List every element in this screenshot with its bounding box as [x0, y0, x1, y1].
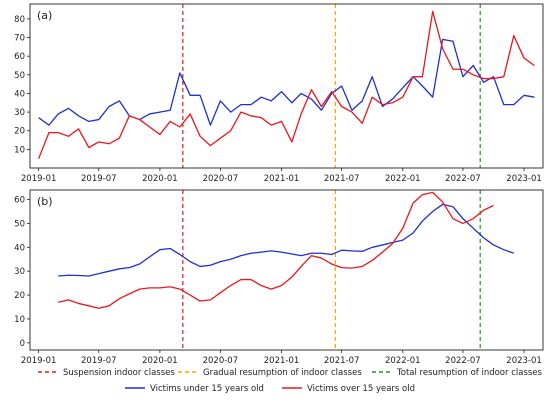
- panel-a-x-tick-label: 2020-01: [142, 174, 178, 184]
- panel-b-x-tick-label: 2021-07: [324, 356, 360, 366]
- panel-b-x-tick-label: 2022-01: [385, 356, 421, 366]
- panel-b-plot-area: [30, 190, 543, 350]
- panel-b-x-tick-label: 2020-01: [142, 356, 178, 366]
- legend-under-15-label: Victims under 15 years old: [150, 384, 264, 394]
- panel-a-y-tick-label: 40: [14, 89, 25, 99]
- panel-a-x-tick-label: 2021-07: [324, 174, 360, 184]
- panel-a-x-tick-label: 2019-01: [21, 174, 57, 184]
- panel-a-frame: [29, 3, 544, 169]
- panel-a-x-tick-label: 2022-07: [445, 174, 481, 184]
- panel-b-y-tick-label: 30: [14, 267, 25, 277]
- panel-a-y-tick-label: 80: [14, 15, 25, 25]
- panel-b-label: (b): [37, 195, 53, 208]
- panel-a-label: (a): [37, 9, 52, 22]
- panel-b-x-tick-label: 2023-01: [506, 356, 542, 366]
- panel-b-y-tick-label: 40: [14, 243, 25, 253]
- legend-total-resumption-label: Total resumption of indoor classes: [396, 368, 543, 378]
- panel-a-x-tick-label: 2019-07: [81, 174, 117, 184]
- panel-a-y-tick-label: 60: [14, 52, 25, 62]
- panel-b-x-tick-label: 2022-07: [445, 356, 481, 366]
- panel-b-y-tick-label: 60: [14, 196, 25, 206]
- panel-a-y-tick-label: 70: [14, 34, 25, 44]
- panel-b-y-tick-label: 20: [14, 291, 25, 301]
- panel-b-under-15-series-line: [58, 203, 514, 277]
- legend-suspension-label: Suspension indoor classes: [63, 368, 175, 378]
- panel-a-x-tick-label: 2022-01: [385, 174, 421, 184]
- panel-b-over-15-series-line: [58, 191, 494, 309]
- panel-a-under-15-series-line: [38, 38, 535, 126]
- panel-a: 10 20 30 40 50 60 70 80 2019-01 2019-07 2020-01 202…: [14, 3, 544, 184]
- panel-b-x-tick-label: 2020-07: [203, 356, 239, 366]
- panel-a-y-tick-label: 50: [14, 71, 25, 81]
- panel-b-x-tick-label: 2021-01: [264, 356, 300, 366]
- panel-b-x-tick-label: 2019-01: [21, 356, 57, 366]
- panel-a-over-15-series-line: [38, 10, 535, 159]
- panel-a-x-tick-label: 2020-07: [203, 174, 239, 184]
- panel-b-y-tick-label: 10: [14, 315, 25, 325]
- panel-b-x-tick-label: 2019-07: [81, 356, 117, 366]
- panel-a-x-tick-label: 2021-01: [264, 174, 300, 184]
- legend-over-15-label: Victims over 15 years old: [307, 384, 415, 394]
- legend-gradual-resumption-label: Gradual resumption of indoor classes: [203, 368, 362, 378]
- panel-a-y-tick-label: 10: [14, 145, 25, 155]
- panel-b-y-tick-label: 0: [20, 339, 25, 349]
- panel-a-y-tick-label: 20: [14, 127, 25, 137]
- legend: Suspension indoor classes Gradual resumpt…: [38, 368, 543, 394]
- panel-b-y-tick-label: 50: [14, 219, 25, 229]
- panel-a-y-tick-label: 30: [14, 108, 25, 118]
- panel-b: 0 10 20 30 40 50 60 2019-01 2019-07 2020-01 2020-0…: [14, 189, 544, 366]
- panel-b-frame: [29, 189, 544, 351]
- panel-a-x-tick-label: 2023-01: [506, 174, 542, 184]
